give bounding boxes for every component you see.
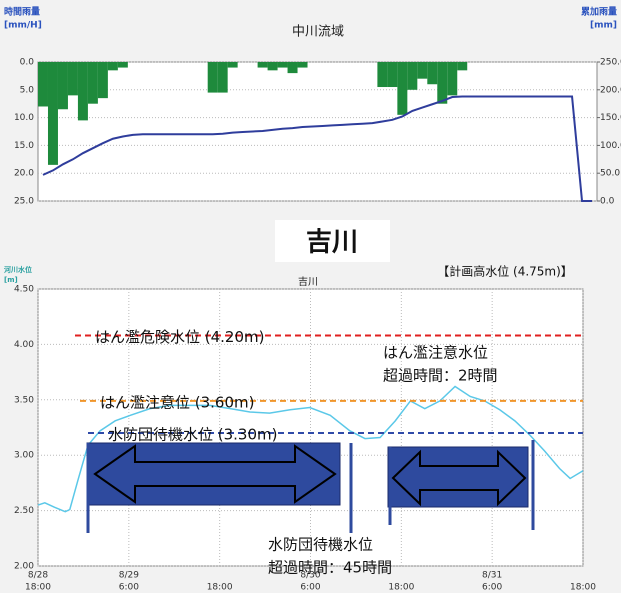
x-tick-label: 6:00 [300,583,320,593]
x-tick-label: 8/30 [300,571,320,581]
x-tick-label: 8/31 [482,571,502,581]
bar [427,62,438,85]
x-tick-label: 18:00 [25,583,51,593]
bar [397,62,408,115]
x-tick-label: 18:00 [388,583,414,593]
y-tick-label: 0.0 [20,58,35,68]
bar [417,62,428,79]
bar [217,62,228,93]
annotation: 超過時間：2時間 [383,367,498,385]
y-tick-label: 4.00 [14,340,34,350]
chart-title: 吉川 [298,276,318,288]
x-tick-label: 18:00 [570,583,596,593]
reference-label: はん濫注意位 (3.60m) [100,393,254,411]
bar [87,62,98,104]
bar [227,62,238,68]
y-tick-label: 3.50 [14,395,34,405]
y2-tick-label: 250.0 [600,58,621,68]
reference-label: はん濫危険水位 (4.20m) [95,328,264,346]
top-plot-area [37,61,598,202]
bar [267,62,278,71]
double-arrow [93,444,337,504]
bar [47,62,58,165]
y-tick-label: 10.0 [14,113,34,123]
bar [207,62,218,93]
reference-label: 水防団待機水位 (3.30m) [108,426,277,444]
x-tick-label: 8/29 [119,571,139,581]
y2-tick-label: 0.0 [600,197,615,207]
bar [407,62,418,90]
bar [38,62,48,107]
bar [377,62,388,88]
y-axis-unit: [mm/H] [4,21,42,31]
bar [107,62,118,71]
y-tick-label: 2.00 [14,562,34,572]
bar [77,62,88,121]
y2-tick-label: 50.0 [600,169,620,179]
y2-tick-label: 150.0 [600,113,621,123]
y-tick-label: 25.0 [14,197,34,207]
y-tick-label: 15.0 [14,141,34,151]
bar [67,62,78,96]
cumulative-line [42,95,593,202]
y2-tick-label: 100.0 [600,141,621,151]
annotation: 超過時間：45時間 [268,559,392,577]
bar [117,62,128,68]
heading-box [275,220,390,262]
annotation: はん濫注意水位 [383,344,488,362]
bar [447,62,458,96]
bar [277,62,288,68]
heading: 吉川 [306,228,358,258]
y-tick-label: 3.00 [14,451,34,461]
y-axis-unit: [m] [4,276,18,284]
x-tick-label: 18:00 [207,583,233,593]
bar [57,62,68,110]
bar [387,62,398,88]
x-tick-label: 6:00 [119,583,139,593]
bar [437,62,448,104]
bar [97,62,108,99]
y2-axis-unit: [mm] [590,21,617,31]
bar [457,62,468,71]
y-tick-label: 2.50 [14,506,34,516]
bar [287,62,298,74]
y-tick-label: 5.0 [20,85,35,95]
x-tick-label: 6:00 [482,583,502,593]
chart-title: 中川流域 [292,25,344,40]
y-axis-label: 河川水位 [4,265,32,274]
plan-level-note: 【計画高水位 (4.75m)】 [437,264,573,279]
bar [297,62,308,68]
bar [257,62,268,68]
y-tick-label: 4.50 [14,285,34,295]
y-axis-label: 時間雨量 [4,6,40,18]
y-tick-label: 20.0 [14,169,34,179]
double-arrow [391,449,527,507]
annotation: 水防団待機水位 [268,536,373,554]
x-tick-label: 8/28 [28,571,48,581]
duration-overlay [86,440,535,533]
y2-axis-label: 累加雨量 [581,6,617,18]
y2-tick-label: 200.0 [600,85,621,95]
